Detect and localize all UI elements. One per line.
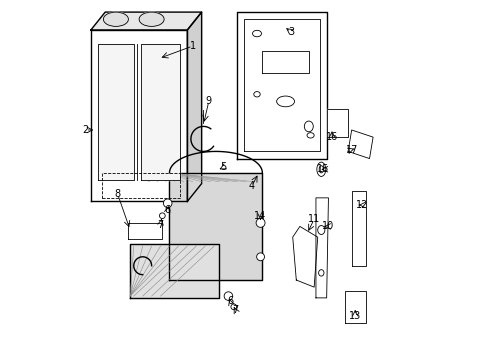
Text: 7: 7: [232, 305, 238, 315]
Text: 3: 3: [287, 27, 293, 37]
Ellipse shape: [256, 253, 264, 261]
Polygon shape: [141, 44, 180, 180]
Text: 5: 5: [220, 162, 226, 172]
Text: 4: 4: [248, 181, 254, 192]
Text: 1: 1: [189, 41, 195, 51]
Polygon shape: [169, 173, 262, 280]
Polygon shape: [315, 198, 328, 298]
Ellipse shape: [139, 12, 164, 26]
Polygon shape: [98, 44, 134, 180]
Text: 15: 15: [316, 164, 328, 174]
Circle shape: [163, 199, 172, 207]
Text: 12: 12: [355, 200, 368, 210]
Polygon shape: [128, 223, 162, 239]
Polygon shape: [91, 12, 201, 30]
Polygon shape: [130, 244, 219, 298]
Polygon shape: [326, 109, 347, 137]
Text: 14: 14: [254, 211, 266, 221]
Text: 6: 6: [227, 296, 233, 306]
Polygon shape: [91, 30, 187, 202]
Polygon shape: [237, 12, 326, 158]
Text: 11: 11: [307, 214, 320, 224]
Text: 13: 13: [348, 311, 361, 321]
Circle shape: [159, 213, 165, 219]
Ellipse shape: [103, 12, 128, 26]
Ellipse shape: [256, 219, 264, 227]
Ellipse shape: [316, 162, 325, 176]
Polygon shape: [351, 191, 365, 266]
Circle shape: [224, 292, 232, 300]
Polygon shape: [292, 226, 317, 287]
Polygon shape: [344, 291, 365, 323]
Text: 9: 9: [205, 96, 211, 107]
Text: 16: 16: [325, 132, 338, 142]
Text: 2: 2: [82, 125, 88, 135]
Circle shape: [230, 304, 236, 310]
Text: 6: 6: [164, 205, 170, 215]
Text: 7: 7: [157, 220, 163, 230]
Polygon shape: [187, 12, 201, 202]
Text: 17: 17: [345, 145, 357, 155]
Polygon shape: [347, 130, 372, 158]
Text: 8: 8: [114, 189, 121, 199]
Text: 10: 10: [322, 221, 334, 231]
